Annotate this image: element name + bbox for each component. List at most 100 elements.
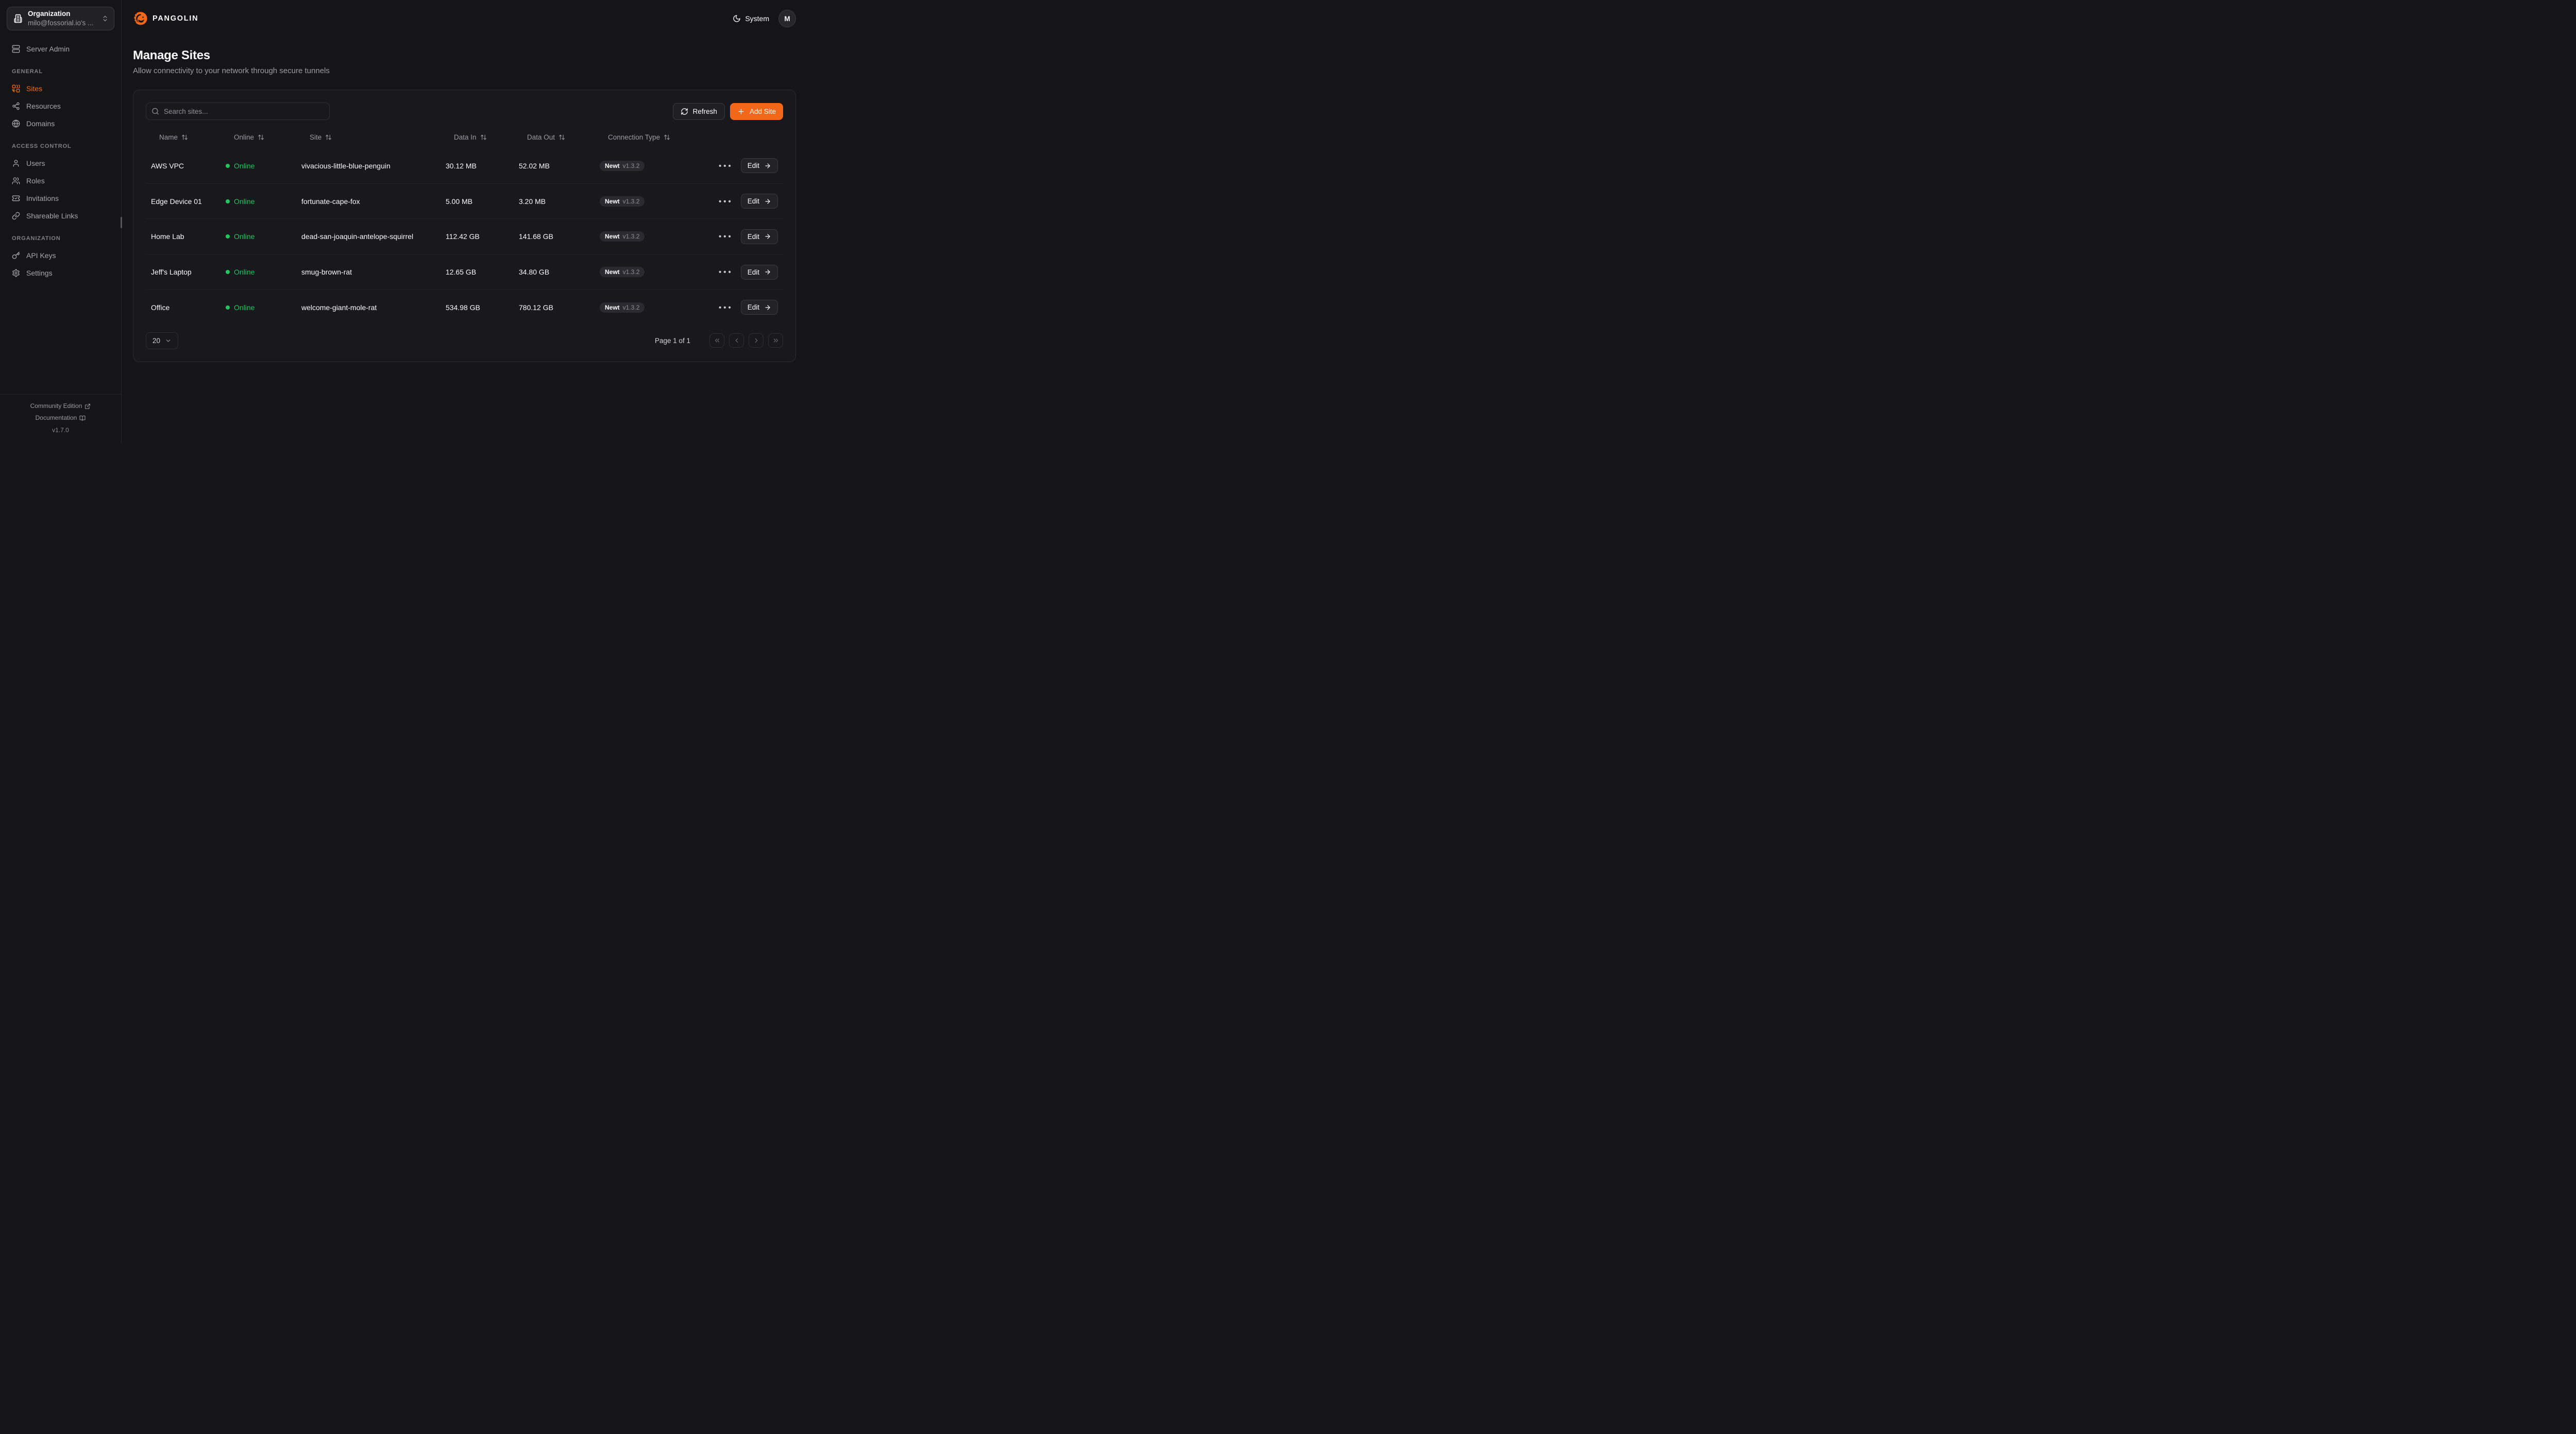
- community-edition-link[interactable]: Community Edition: [30, 400, 91, 412]
- table-row: Jeff's Laptop Online smug-brown-rat 12.6…: [146, 254, 783, 290]
- online-status-dot: [226, 234, 230, 239]
- column-sort-data-in[interactable]: Data In: [454, 133, 487, 141]
- sidebar-item-label: Roles: [26, 176, 45, 185]
- search-input[interactable]: [146, 103, 330, 120]
- first-page-button[interactable]: [709, 333, 724, 348]
- avatar-initial: M: [784, 14, 790, 23]
- column-label: Data Out: [527, 133, 555, 141]
- external-link-icon: [84, 403, 91, 409]
- server-icon: [12, 45, 20, 53]
- sidebar-item-sites[interactable]: Sites: [7, 80, 114, 97]
- arrow-right-icon: [764, 233, 771, 240]
- column-sort-data-out[interactable]: Data Out: [527, 133, 565, 141]
- column-sort-site[interactable]: Site: [310, 133, 332, 141]
- edit-button[interactable]: Edit: [740, 300, 778, 315]
- last-page-button[interactable]: [768, 333, 783, 348]
- sidebar-item-domains[interactable]: Domains: [7, 115, 114, 132]
- sidebar-item-label: Resources: [26, 101, 61, 110]
- arrow-right-icon: [764, 304, 771, 311]
- cell-data-out: 52.02 MB: [519, 161, 550, 170]
- arrow-right-icon: [764, 162, 771, 169]
- sidebar-resize-handle[interactable]: [121, 217, 122, 228]
- sidebar-item-api-keys[interactable]: API Keys: [7, 247, 114, 264]
- sidebar-item-label: Server Admin: [26, 44, 70, 53]
- connection-type-badge: Newt v1.3.2: [600, 231, 645, 242]
- ellipsis-icon: [717, 299, 733, 316]
- row-actions-button[interactable]: [716, 227, 734, 246]
- sidebar-item-invitations[interactable]: Invitations: [7, 190, 114, 207]
- prev-page-button[interactable]: [729, 333, 744, 348]
- topbar-right: System M: [733, 10, 796, 27]
- refresh-button[interactable]: Refresh: [672, 103, 725, 120]
- documentation-link[interactable]: Documentation: [36, 412, 86, 424]
- column-label: Data In: [454, 133, 477, 141]
- sidebar-item-shareable-links[interactable]: Shareable Links: [7, 207, 114, 224]
- sidebar-item-label: Settings: [26, 268, 53, 277]
- cell-name: Jeff's Laptop: [151, 268, 192, 277]
- row-actions-button[interactable]: [716, 298, 734, 317]
- chevron-right-icon: [753, 337, 760, 344]
- edit-button[interactable]: Edit: [740, 194, 778, 209]
- sort-icon: [181, 134, 188, 141]
- brand-name: PANGOLIN: [152, 14, 199, 23]
- cell-online: Online: [221, 254, 296, 290]
- cell-connection-type: Newt v1.3.2: [595, 183, 710, 219]
- sidebar-section-label: ORGANIZATION: [12, 235, 61, 242]
- online-status-label: Online: [234, 161, 255, 170]
- cell-connection-type: Newt v1.3.2: [595, 289, 710, 325]
- cell-site: smug-brown-rat: [301, 268, 352, 277]
- online-status-label: Online: [234, 197, 255, 206]
- add-site-button[interactable]: Add Site: [730, 103, 783, 120]
- pangolin-logo[interactable]: PANGOLIN: [133, 11, 198, 26]
- refresh-icon: [681, 108, 688, 115]
- table-body: AWS VPC Online vivacious-little-blue-pen…: [146, 148, 783, 325]
- sidebar-section: ACCESS CONTROL Users Roles Invitations S…: [7, 143, 114, 224]
- chevron-left-icon: [733, 337, 740, 344]
- online-status-label: Online: [234, 268, 255, 277]
- column-sort-connection-type[interactable]: Connection Type: [608, 133, 670, 141]
- theme-label: System: [745, 14, 769, 23]
- sidebar-item-resources[interactable]: Resources: [7, 97, 114, 114]
- sidebar-item-roles[interactable]: Roles: [7, 172, 114, 189]
- cell-name: Edge Device 01: [151, 197, 202, 206]
- online-status-dot: [226, 305, 230, 310]
- cell-online: Online: [221, 183, 296, 219]
- column-label: Online: [234, 133, 255, 141]
- next-page-button[interactable]: [749, 333, 764, 348]
- moon-icon: [733, 14, 741, 23]
- edit-button[interactable]: Edit: [740, 229, 778, 244]
- column-sort-online[interactable]: Online: [234, 133, 264, 141]
- edit-button[interactable]: Edit: [740, 158, 778, 174]
- edit-button[interactable]: Edit: [740, 264, 778, 280]
- community-edition-label: Community Edition: [30, 402, 82, 409]
- page-size-select[interactable]: 20: [146, 332, 179, 349]
- topbar: PANGOLIN System M: [133, 0, 796, 37]
- sidebar-item-server-admin[interactable]: Server Admin: [7, 40, 114, 57]
- page-title: Manage Sites: [133, 48, 210, 62]
- chevron-down-icon: [165, 337, 172, 344]
- building-icon: [13, 14, 23, 23]
- column-sort-name[interactable]: Name: [159, 133, 188, 141]
- chevrons-up-down-icon: [101, 15, 109, 22]
- org-switcher[interactable]: Organization milo@fossorial.io's ...: [7, 7, 114, 30]
- row-actions-button[interactable]: [716, 192, 734, 211]
- book-open-icon: [79, 415, 86, 421]
- cell-data-in: 5.00 MB: [446, 197, 473, 206]
- theme-toggle[interactable]: System: [733, 14, 769, 23]
- sidebar-item-settings[interactable]: Settings: [7, 264, 114, 281]
- cell-name: Office: [151, 303, 170, 312]
- row-actions-button[interactable]: [716, 263, 734, 281]
- sidebar-sections: GENERAL Sites Resources Domains ACCESS C…: [7, 69, 114, 281]
- table-header: Name Online Site Data In Data Out Connec…: [146, 128, 783, 148]
- org-switcher-title: Organization: [28, 10, 71, 18]
- row-actions-button[interactable]: [716, 157, 734, 175]
- avatar[interactable]: M: [778, 10, 796, 27]
- page-head: Manage Sites Allow connectivity to your …: [133, 48, 796, 75]
- key-icon: [12, 251, 20, 260]
- sidebar-item-users[interactable]: Users: [7, 155, 114, 172]
- ellipsis-icon: [717, 228, 733, 245]
- connection-type-badge: Newt v1.3.2: [600, 196, 645, 207]
- cell-online: Online: [221, 289, 296, 325]
- online-status-dot: [226, 163, 230, 168]
- org-switcher-texts: Organization milo@fossorial.io's ...: [28, 9, 96, 27]
